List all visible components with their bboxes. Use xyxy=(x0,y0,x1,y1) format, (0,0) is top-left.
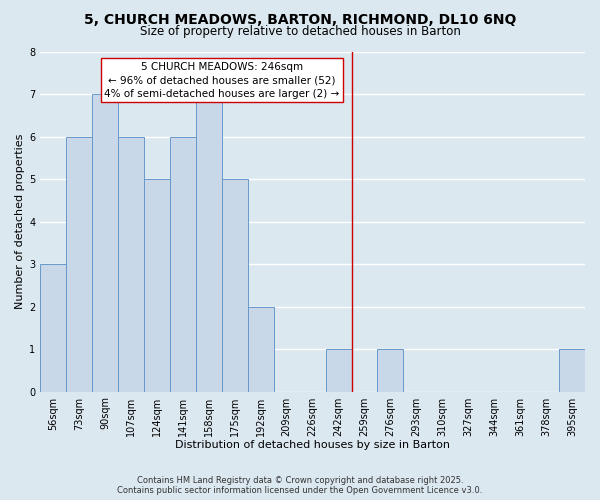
Y-axis label: Number of detached properties: Number of detached properties xyxy=(15,134,25,309)
Bar xyxy=(559,349,585,392)
Bar xyxy=(40,264,66,392)
Text: 5 CHURCH MEADOWS: 246sqm
← 96% of detached houses are smaller (52)
4% of semi-de: 5 CHURCH MEADOWS: 246sqm ← 96% of detach… xyxy=(104,62,340,98)
Bar xyxy=(326,349,352,392)
Bar xyxy=(144,179,170,392)
X-axis label: Distribution of detached houses by size in Barton: Distribution of detached houses by size … xyxy=(175,440,450,450)
Bar xyxy=(196,94,222,392)
Bar xyxy=(92,94,118,392)
Text: Contains public sector information licensed under the Open Government Licence v3: Contains public sector information licen… xyxy=(118,486,482,495)
Bar xyxy=(222,179,248,392)
Text: Contains HM Land Registry data © Crown copyright and database right 2025.: Contains HM Land Registry data © Crown c… xyxy=(137,476,463,485)
Bar xyxy=(66,136,92,392)
Text: 5, CHURCH MEADOWS, BARTON, RICHMOND, DL10 6NQ: 5, CHURCH MEADOWS, BARTON, RICHMOND, DL1… xyxy=(84,12,516,26)
Bar xyxy=(170,136,196,392)
Bar xyxy=(377,349,403,392)
Text: Size of property relative to detached houses in Barton: Size of property relative to detached ho… xyxy=(140,25,460,38)
Bar xyxy=(248,306,274,392)
Bar xyxy=(118,136,144,392)
